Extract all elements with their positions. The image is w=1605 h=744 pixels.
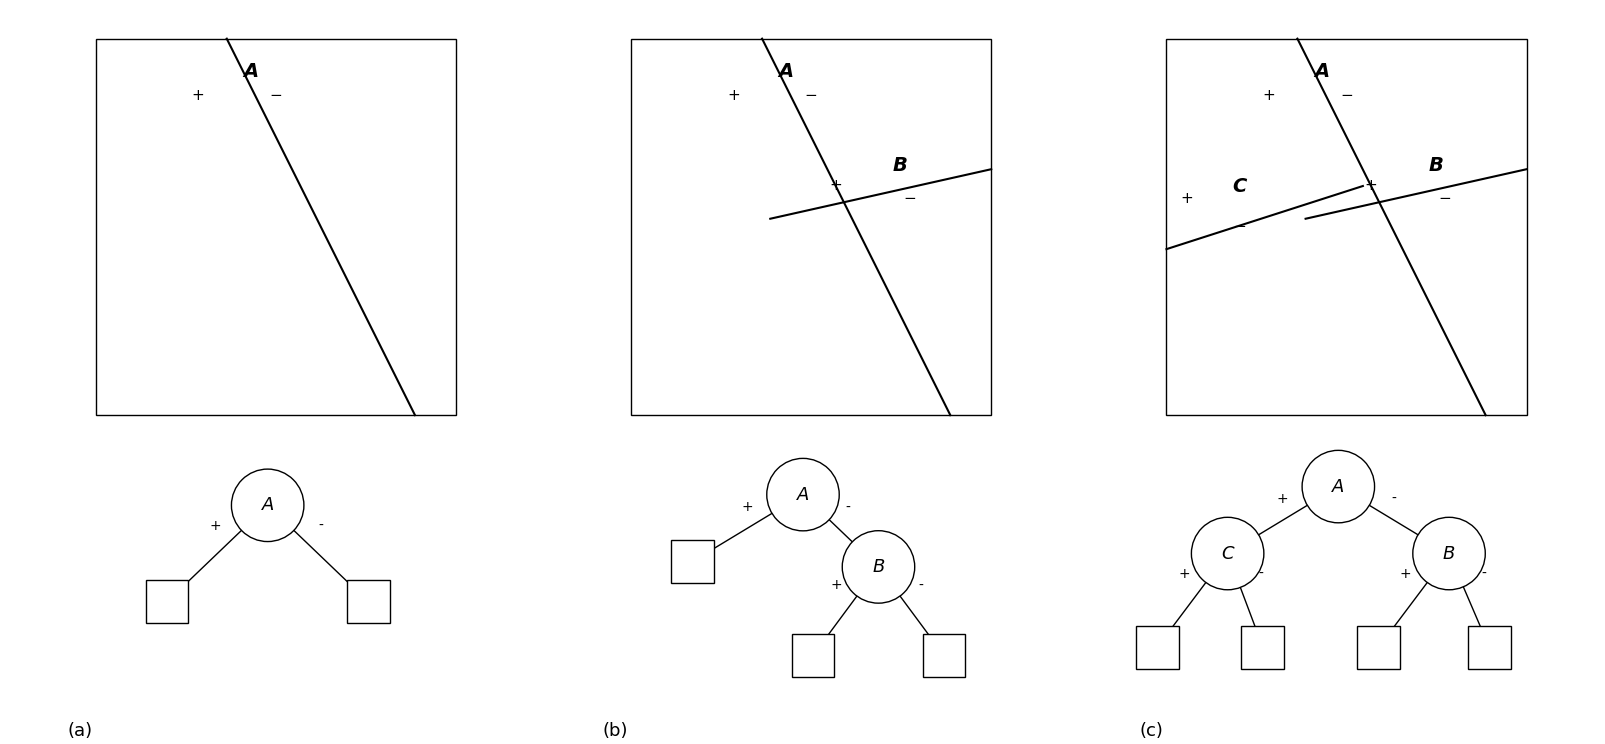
Text: -: - [1258, 567, 1263, 580]
Text: +: + [828, 179, 841, 193]
Text: +: + [1180, 190, 1193, 206]
Text: A: A [778, 62, 793, 81]
Bar [1356, 626, 1400, 669]
Text: +: + [1364, 179, 1377, 193]
Text: +: + [1178, 567, 1189, 580]
Text: A: A [242, 62, 258, 81]
Bar [1135, 626, 1178, 669]
Text: −: − [1339, 89, 1351, 103]
Bar [1467, 626, 1510, 669]
Text: A: A [796, 486, 809, 504]
Bar [347, 580, 390, 623]
Text: −: − [270, 89, 282, 103]
Ellipse shape [1412, 517, 1485, 590]
Text: +: + [830, 578, 841, 592]
Text: B: B [1427, 156, 1443, 175]
Text: +: + [1276, 492, 1287, 506]
Text: −: − [804, 89, 817, 103]
Text: -: - [1392, 492, 1396, 506]
Ellipse shape [766, 458, 839, 530]
Text: +: + [191, 89, 204, 103]
Bar [671, 540, 713, 583]
Text: C: C [1220, 545, 1233, 562]
Text: B: B [892, 156, 907, 175]
Text: A: A [262, 496, 274, 514]
Text: −: − [1233, 219, 1245, 234]
Bar [146, 580, 188, 623]
Ellipse shape [1191, 517, 1263, 590]
Text: C: C [1231, 176, 1245, 196]
Ellipse shape [231, 469, 303, 542]
Text: -: - [318, 519, 323, 533]
Text: B: B [1441, 545, 1454, 562]
Text: -: - [918, 578, 923, 592]
Text: +: + [727, 89, 740, 103]
Text: +: + [742, 500, 753, 513]
Text: B: B [872, 558, 884, 576]
Bar [96, 39, 456, 415]
Ellipse shape [1302, 450, 1374, 523]
Text: +: + [1262, 89, 1274, 103]
Text: A: A [1331, 478, 1343, 496]
Text: +: + [209, 519, 220, 533]
Text: +: + [1398, 567, 1411, 580]
Text: -: - [846, 501, 851, 516]
Ellipse shape [841, 530, 915, 603]
Text: A: A [1313, 62, 1327, 81]
Text: −: − [1438, 190, 1451, 206]
Text: (b): (b) [602, 722, 628, 740]
Bar [921, 634, 965, 677]
Bar [1165, 39, 1526, 415]
Bar [1241, 626, 1284, 669]
Text: (c): (c) [1138, 722, 1162, 740]
Bar [791, 634, 835, 677]
Text: (a): (a) [67, 722, 93, 740]
Text: -: - [1480, 567, 1485, 580]
Text: −: − [902, 190, 915, 206]
Bar [631, 39, 990, 415]
